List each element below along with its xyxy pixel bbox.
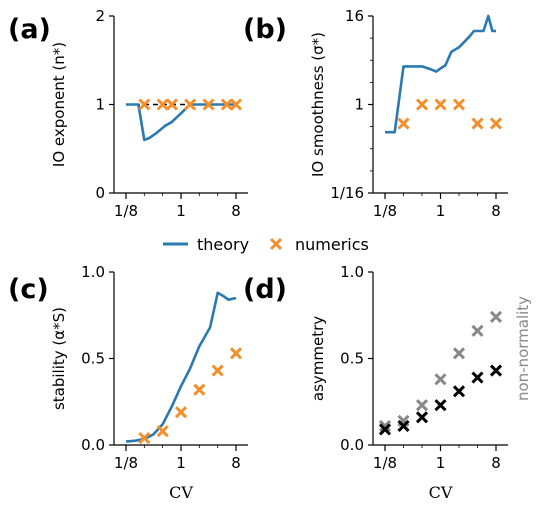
panel-c-letter: (c)	[8, 274, 49, 305]
numerics-point	[174, 406, 188, 419]
numerics-point	[211, 364, 224, 377]
x-tick-label: 8	[231, 454, 241, 472]
numerics-point	[489, 117, 503, 130]
numerics-point	[156, 425, 169, 438]
legend-theory-label: theory	[197, 235, 249, 254]
numerics-point	[220, 98, 233, 111]
panel-d-letter: (d)	[243, 274, 287, 305]
y-tick-label: 1/16	[330, 184, 364, 202]
x-tick-label: 8	[491, 202, 501, 220]
numerics-point	[138, 98, 151, 111]
asymmetry-point	[397, 419, 410, 433]
asymmetry-point	[452, 385, 466, 398]
numerics-point	[156, 98, 169, 111]
y-tick-label: 1	[95, 96, 105, 114]
x-tick-label: 1/8	[114, 454, 138, 472]
nonnormality-point	[471, 324, 484, 337]
y-tick-label: 0.0	[81, 436, 105, 454]
y-tick-label: 2	[95, 7, 105, 25]
nonnormality-point	[415, 399, 429, 412]
x-tick-label: 1/8	[373, 202, 397, 220]
y-axis-label: IO smoothness (σ*)	[309, 32, 327, 177]
numerics-point	[471, 117, 484, 130]
panel-a: 0 1 2 1/8 1 8 IO exponent (n*)	[50, 7, 248, 220]
x-tick-label: 1	[176, 202, 186, 220]
nonnormality-point	[489, 310, 503, 324]
numerics-point	[193, 383, 206, 396]
y-axis-label: stability (α*S)	[50, 307, 68, 410]
x-tick-label: 1/8	[373, 454, 397, 472]
x-tick-label: 1	[436, 454, 446, 472]
x-tick-label: 1	[176, 454, 186, 472]
legend-numerics-marker	[269, 237, 283, 251]
nonnormality-point	[434, 373, 447, 386]
panel-b: 1/16 1 16 1/8 1 8 IO smoothness (σ*)	[309, 7, 508, 220]
numerics-point	[229, 98, 243, 111]
nonnormality-side-label: non-normality	[514, 296, 532, 401]
x-tick-label: 1/8	[114, 202, 138, 220]
numerics-point	[229, 347, 243, 360]
y-tick-label: 1.0	[81, 263, 105, 281]
y-tick-label: 0.5	[340, 350, 364, 368]
panel-b-letter: (b)	[243, 14, 287, 45]
panel-d: 0.0 0.5 1.0 1/8 1 8 CV asymmetry non-normality	[309, 263, 532, 502]
y-axis-label: asymmetry	[309, 316, 327, 401]
asymmetry-point	[434, 399, 447, 412]
numerics-point	[184, 98, 197, 111]
x-axis-label: CV	[169, 483, 193, 502]
y-axis-label: IO exponent (n*)	[50, 42, 68, 167]
y-tick-label: 0	[95, 184, 105, 202]
numerics-point	[165, 98, 179, 111]
numerics-point	[434, 98, 447, 111]
y-tick-label: 1.0	[340, 263, 364, 281]
x-axis-label: CV	[429, 483, 453, 502]
legend-numerics-label: numerics	[295, 235, 369, 254]
numerics-point	[397, 117, 410, 130]
y-tick-label: 0.0	[340, 436, 364, 454]
asymmetry-point	[415, 411, 429, 424]
numerics-point	[452, 98, 466, 111]
numerics-point	[202, 98, 215, 111]
legend-numerics-cross	[269, 237, 283, 251]
x-tick-label: 8	[491, 454, 501, 472]
x-tick-label: 1	[436, 202, 446, 220]
panel-c: 0.0 0.5 1.0 1/8 1 8 CV stability (α*S)	[50, 263, 248, 502]
asymmetry-point	[471, 371, 484, 384]
legend: theory numerics	[163, 235, 369, 254]
nonnormality-point	[452, 347, 466, 360]
theory-line	[126, 103, 236, 142]
x-tick-label: 8	[231, 202, 241, 220]
nonnormality-point	[378, 419, 392, 433]
asymmetry-point	[489, 364, 503, 377]
numerics-point	[415, 98, 429, 111]
numerics-point	[138, 432, 151, 445]
y-tick-label: 16	[345, 7, 364, 25]
y-tick-label: 0.5	[81, 350, 105, 368]
asymmetry-point	[378, 423, 392, 436]
theory-line	[385, 14, 496, 134]
y-tick-label: 1	[354, 96, 364, 114]
panel-a-letter: (a)	[8, 14, 51, 45]
